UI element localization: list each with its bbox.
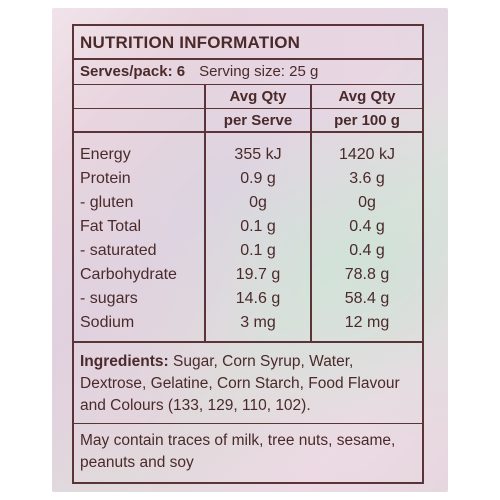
nutrition-panel: NUTRITION INFORMATION Serves/pack: 6 Ser… (72, 24, 424, 484)
row-name: Carbohydrate (80, 266, 177, 283)
row-per-serve: 3 mg (204, 311, 310, 335)
ingredients-text: Sugar, Corn Syrup, Water, Dextrose, Gela… (80, 353, 400, 414)
row-per-serve: 19.7 g (204, 263, 310, 287)
header-per-100g: per 100 g (310, 109, 422, 133)
label-background (52, 8, 448, 492)
row-per-100g: 78.8 g (310, 263, 422, 287)
spacer (74, 133, 204, 143)
row-per-100g: 1420 kJ (310, 143, 422, 167)
serves-per-pack: Serves/pack: 6 (80, 63, 186, 80)
spacer (310, 133, 422, 143)
header-blank-2 (74, 109, 204, 133)
row-per-100g: 0.4 g (310, 215, 422, 239)
row-per-serve: 0.1 g (204, 215, 310, 239)
allergen-statement: May contain traces of milk, tree nuts, s… (80, 432, 396, 471)
row-per-serve: 0.9 g (204, 167, 310, 191)
panel-title: NUTRITION INFORMATION (74, 26, 422, 60)
header-blank (74, 85, 204, 109)
row-per-serve: 0g (204, 191, 310, 215)
header-avg-qty-100g: Avg Qty (310, 85, 422, 109)
row-name: - gluten (80, 194, 134, 211)
row-name: - sugars (80, 290, 138, 307)
row-per-serve: 355 kJ (204, 143, 310, 167)
row-name: - saturated (80, 242, 157, 259)
serving-size: Serving size: 25 g (199, 63, 319, 80)
header-per-serve: per Serve (204, 109, 310, 133)
nutrition-table: Avg Qty Avg Qty per Serve per 100 g Ener… (74, 85, 422, 343)
header-avg-qty-serve: Avg Qty (204, 85, 310, 109)
row-per-100g: 12 mg (310, 311, 422, 335)
spacer (310, 335, 422, 343)
spacer (204, 133, 310, 143)
serves-row: Serves/pack: 6 Serving size: 25 g (74, 60, 422, 85)
row-name: Fat Total (80, 218, 142, 235)
row-name: Protein (80, 170, 131, 187)
row-per-100g: 3.6 g (310, 167, 422, 191)
ingredients-block: Ingredients: Sugar, Corn Syrup, Water, D… (74, 343, 422, 424)
row-name: Energy (80, 146, 131, 163)
row-per-100g: 0g (310, 191, 422, 215)
row-per-100g: 0.4 g (310, 239, 422, 263)
row-name: Sodium (80, 314, 135, 331)
row-per-serve: 0.1 g (204, 239, 310, 263)
row-per-100g: 58.4 g (310, 287, 422, 311)
spacer (204, 335, 310, 343)
ingredients-label: Ingredients: (80, 353, 169, 370)
row-per-serve: 14.6 g (204, 287, 310, 311)
spacer (74, 335, 204, 343)
